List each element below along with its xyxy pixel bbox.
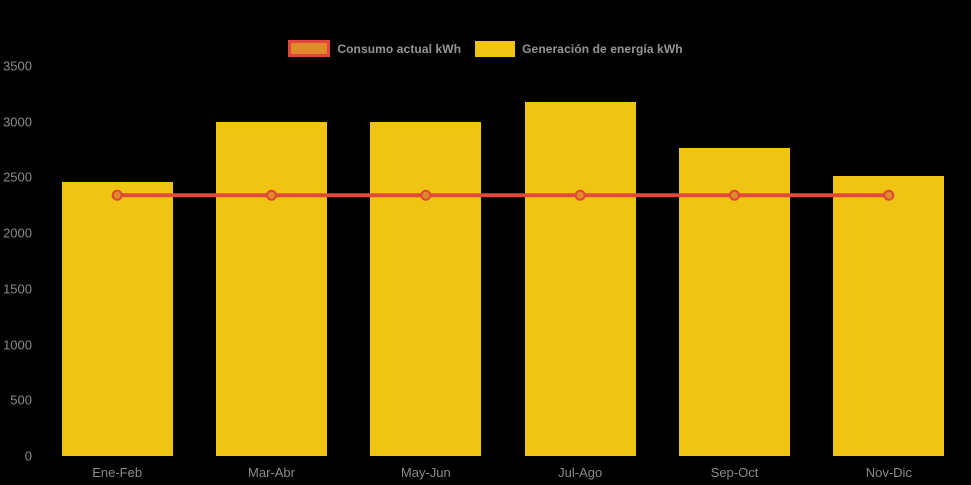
y-axis-tick-label: 2500 — [3, 169, 32, 185]
chart-legend: Consumo actual kWh Generación de energía… — [0, 40, 971, 57]
consumo-point-sep-oct[interactable] — [729, 189, 740, 201]
x-axis-label-may-jun: May-Jun — [400, 465, 451, 480]
legend-item-generacion[interactable]: Generación de energía kWh — [475, 40, 683, 57]
consumo-point-mar-abr[interactable] — [266, 189, 277, 201]
y-axis-tick-label: 1000 — [3, 337, 32, 353]
x-axis-label-jul-ago: Jul-Ago — [558, 465, 603, 480]
consumo-point-ene-feb[interactable] — [111, 189, 123, 201]
y-axis-tick-label: 500 — [10, 392, 32, 408]
bar-nov-dic[interactable] — [833, 176, 945, 456]
generacion-swatch-icon — [475, 40, 516, 57]
x-axis-label-sep-oct: Sep-Oct — [710, 465, 759, 480]
y-axis-tick-label: 2000 — [3, 225, 32, 241]
bar-jul-ago[interactable] — [524, 101, 636, 456]
y-axis-tick-label: 3500 — [3, 58, 32, 74]
consumo-point-jul-ago[interactable] — [574, 189, 586, 201]
bar-ene-feb[interactable] — [61, 181, 173, 456]
x-axis-label-mar-abr: Mar-Abr — [248, 465, 295, 480]
y-axis-tick-label: 3000 — [3, 114, 32, 130]
y-axis-tick-label: 1500 — [3, 281, 32, 297]
y-axis-tick-label: 0 — [24, 448, 32, 464]
x-axis-label-ene-feb: Ene-Feb — [92, 465, 143, 480]
legend-item-consumo[interactable]: Consumo actual kWh — [288, 40, 461, 57]
consumo-point-may-jun[interactable] — [420, 189, 432, 201]
x-axis-label-nov-dic: Nov-Dic — [865, 465, 912, 480]
legend-label-generacion: Generación de energía kWh — [522, 41, 683, 56]
bar-may-jun[interactable] — [370, 121, 482, 456]
bar-mar-abr[interactable] — [216, 121, 327, 456]
legend-label-consumo: Consumo actual kWh — [337, 41, 462, 56]
consumo-point-nov-dic[interactable] — [883, 189, 895, 201]
consumo-swatch-icon — [288, 40, 331, 57]
